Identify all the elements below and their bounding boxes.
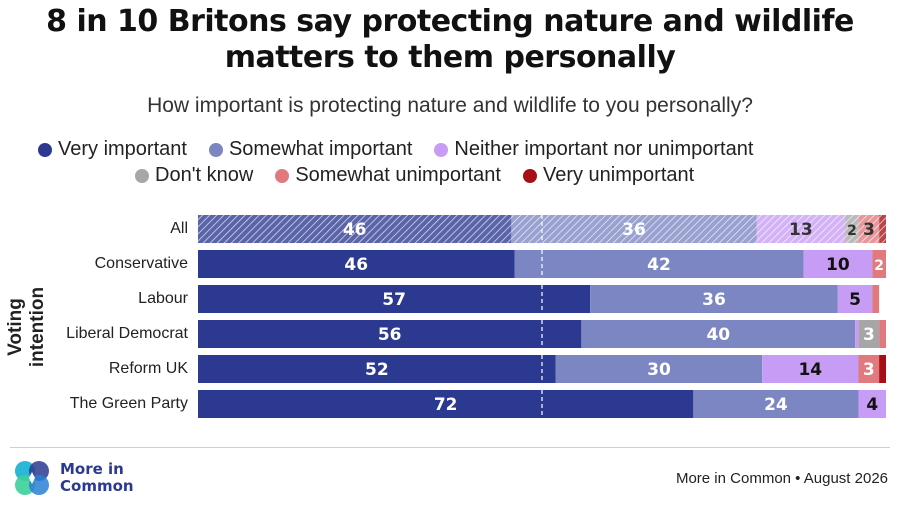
source-note: More in Common • August 2026 bbox=[675, 470, 888, 487]
legend-swatch-dont-know bbox=[135, 168, 149, 183]
bar-reform-uk-very-unimportant bbox=[879, 355, 886, 383]
bar-conservative-somewhat-unimportant bbox=[872, 250, 886, 278]
legend-row-1: Very important Somewhat important Neithe… bbox=[38, 138, 878, 161]
data-label-conservative-neither-important-nor-unimportant: 10 bbox=[826, 255, 850, 275]
category-label-the-green-party: The Green Party bbox=[69, 395, 188, 412]
bar-conservative-neither-important-nor-unimportant bbox=[803, 250, 873, 278]
footer-divider bbox=[10, 447, 890, 448]
legend-item-very-important: Very important bbox=[38, 138, 187, 161]
data-label-the-green-party-somewhat-important: 24 bbox=[764, 395, 788, 415]
legend-swatch-very-unimportant bbox=[522, 168, 537, 183]
logo-mark-icon bbox=[15, 461, 49, 495]
data-label-reform-uk-somewhat-unimportant: 3 bbox=[863, 360, 875, 380]
bar-reform-uk-somewhat-unimportant bbox=[858, 355, 880, 383]
data-label-conservative-very-important: 46 bbox=[344, 255, 368, 275]
data-label-liberal-democrat-don-t-know: 3 bbox=[863, 325, 875, 345]
data-label-labour-neither-important-nor-unimportant: 5 bbox=[849, 290, 861, 310]
hatch-all-somewhat-important bbox=[511, 215, 757, 243]
title-line-1: 8 in 10 Britons say protecting nature an… bbox=[46, 4, 854, 39]
legend-label-neither: Neither important nor unimportant bbox=[454, 138, 754, 160]
bar-conservative-somewhat-important bbox=[514, 250, 804, 278]
category-label-liberal-democrat: Liberal Democrat bbox=[66, 325, 188, 342]
bar-liberal-democrat-somewhat-important bbox=[581, 320, 856, 348]
logo-line-1: More in bbox=[60, 460, 124, 478]
bar-labour-somewhat-unimportant bbox=[872, 285, 880, 313]
legend-item-very-unimportant: Very unimportant bbox=[522, 164, 695, 187]
legend-label-somewhat-unimportant: Somewhat unimportant bbox=[295, 164, 501, 186]
legend-item-dont-know: Don't know bbox=[135, 164, 253, 187]
hatch-all-don-t-know bbox=[845, 215, 859, 243]
legend-swatch-very-important bbox=[38, 142, 52, 157]
legend-swatch-somewhat-important bbox=[208, 142, 223, 157]
legend-label-somewhat-important: Somewhat important bbox=[228, 138, 413, 160]
data-label-all-very-important: 46 bbox=[343, 220, 367, 240]
legend-item-somewhat-unimportant: Somewhat unimportant bbox=[275, 164, 501, 187]
data-label-reform-uk-neither-important-nor-unimportant: 14 bbox=[798, 360, 822, 380]
bar-the-green-party-neither-important-nor-unimportant bbox=[858, 390, 886, 418]
legend-row-2: Don't know Somewhat unimportant Very uni… bbox=[135, 164, 900, 187]
legend-item-neither: Neither important nor unimportant bbox=[434, 138, 753, 161]
legend-label-dont-know: Don't know bbox=[155, 164, 254, 186]
data-label-all-somewhat-important: 36 bbox=[622, 220, 646, 240]
bar-reform-uk-neither-important-nor-unimportant bbox=[762, 355, 859, 383]
bar-reform-uk-very-important bbox=[198, 355, 556, 383]
bar-liberal-democrat-neither-important-nor-unimportant bbox=[855, 320, 859, 348]
data-label-labour-somewhat-important: 36 bbox=[702, 290, 726, 310]
bar-conservative-very-important bbox=[198, 250, 515, 278]
category-label-all: All bbox=[170, 220, 188, 237]
bar-labour-somewhat-important bbox=[590, 285, 838, 313]
bar-liberal-democrat-very-important bbox=[198, 320, 582, 348]
more-in-common-logo: More in Common bbox=[12, 458, 134, 498]
bar-the-green-party-very-important bbox=[198, 390, 694, 418]
bar-liberal-democrat-somewhat-unimportant bbox=[879, 320, 886, 348]
data-label-conservative-somewhat-unimportant: 2 bbox=[874, 258, 884, 274]
data-label-liberal-democrat-somewhat-important: 40 bbox=[706, 325, 730, 345]
chart-subtitle: How important is protecting nature and w… bbox=[147, 94, 753, 117]
chart-title: 8 in 10 Britons say protecting nature an… bbox=[0, 4, 900, 76]
bar-labour-neither-important-nor-unimportant bbox=[837, 285, 873, 313]
bar-labour-very-important bbox=[198, 285, 591, 313]
category-label-labour: Labour bbox=[138, 290, 188, 307]
data-label-the-green-party-neither-important-nor-unimportant: 4 bbox=[866, 395, 878, 415]
data-label-conservative-somewhat-important: 42 bbox=[647, 255, 671, 275]
hatch-all-very-unimportant bbox=[879, 215, 886, 243]
category-label-conservative: Conservative bbox=[94, 255, 188, 272]
data-label-all-don-t-know: 2 bbox=[847, 223, 857, 239]
data-label-labour-very-important: 57 bbox=[382, 290, 406, 310]
data-label-reform-uk-somewhat-important: 30 bbox=[647, 360, 671, 380]
bar-liberal-democrat-don-t-know bbox=[858, 320, 880, 348]
logo-line-2: Common bbox=[60, 477, 134, 495]
legend-swatch-neither bbox=[434, 142, 449, 157]
legend-label-very-unimportant: Very unimportant bbox=[542, 164, 695, 186]
legend-swatch-somewhat-unimportant bbox=[275, 168, 290, 183]
data-label-liberal-democrat-very-important: 56 bbox=[378, 325, 402, 345]
data-label-all-somewhat-unimportant: 3 bbox=[863, 220, 875, 240]
hatch-all-very-important bbox=[198, 215, 512, 243]
bar-reform-uk-somewhat-important bbox=[555, 355, 763, 383]
title-line-2: matters to them personally bbox=[224, 40, 676, 75]
legend-label-very-important: Very important bbox=[58, 138, 187, 160]
bar-the-green-party-somewhat-important bbox=[693, 390, 859, 418]
data-label-the-green-party-very-important: 72 bbox=[434, 395, 458, 415]
data-label-reform-uk-very-important: 52 bbox=[365, 360, 389, 380]
legend-item-somewhat-important: Somewhat important bbox=[208, 138, 413, 161]
data-label-all-neither-important-nor-unimportant: 13 bbox=[789, 220, 813, 240]
logo-wordmark: More in Common bbox=[60, 461, 134, 495]
bars-layer: 46 36 13 2 346 42 10 257 36 556 40 352 30 14 372 24 4 bbox=[198, 215, 886, 418]
hatch-all-somewhat-unimportant bbox=[858, 215, 880, 243]
hatch-all-neither-important-nor-unimportant bbox=[756, 215, 846, 243]
category-label-reform-uk: Reform UK bbox=[108, 360, 188, 377]
